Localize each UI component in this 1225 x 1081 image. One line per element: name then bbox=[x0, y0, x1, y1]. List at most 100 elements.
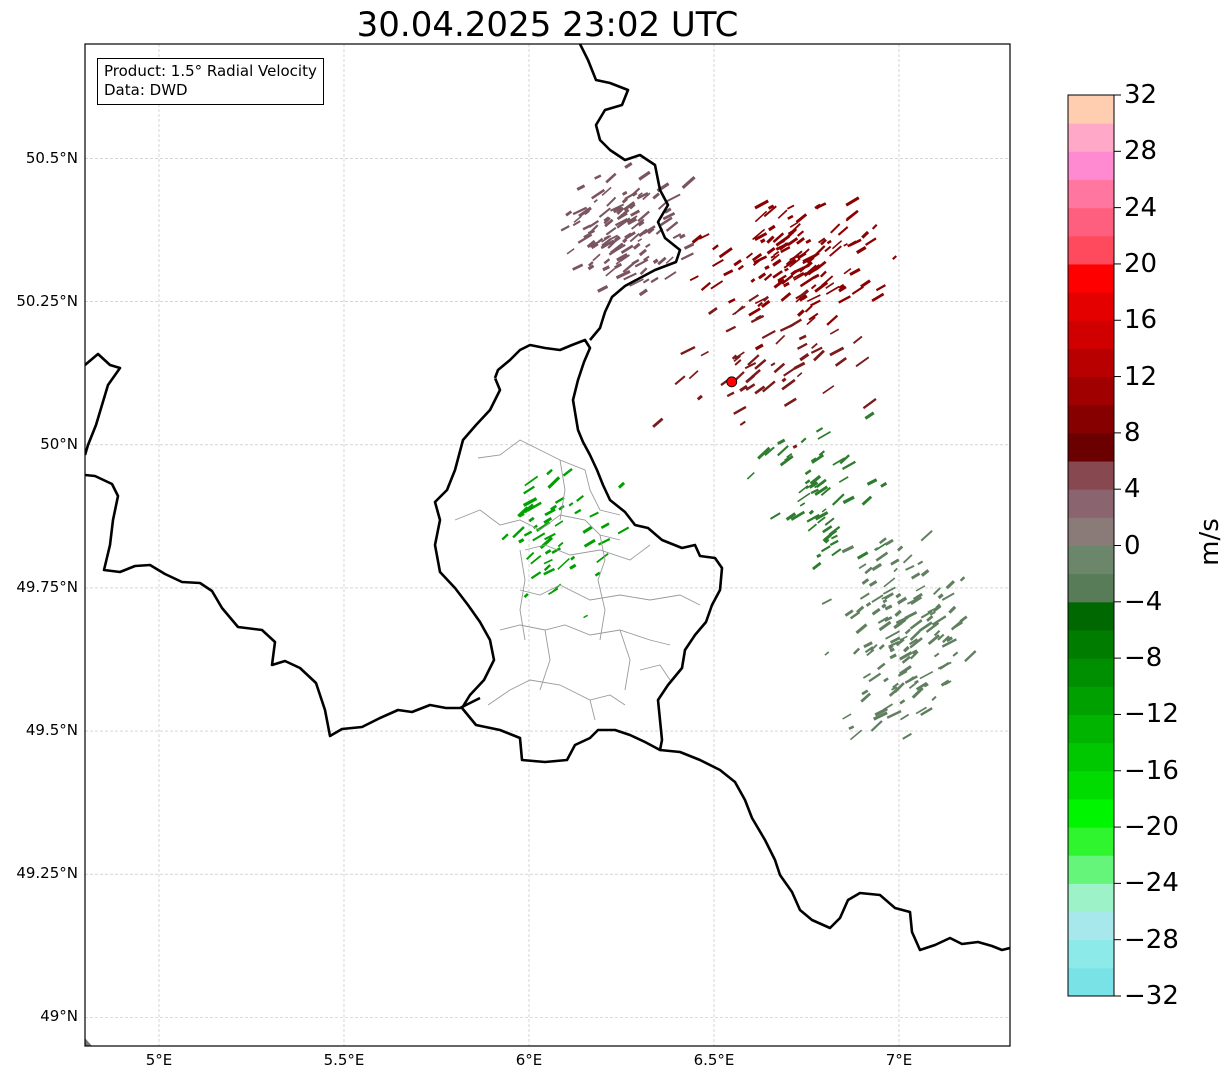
velocity-echo bbox=[632, 242, 641, 250]
colorbar-segment bbox=[1068, 939, 1114, 969]
velocity-echo bbox=[939, 661, 950, 670]
velocity-echo bbox=[915, 706, 928, 715]
velocity-echo bbox=[777, 274, 787, 282]
velocity-echo bbox=[573, 215, 583, 223]
velocity-echo bbox=[910, 596, 923, 606]
fr-de-border bbox=[659, 748, 1010, 952]
be-nl-border bbox=[85, 352, 122, 456]
velocity-echo bbox=[803, 248, 810, 255]
velocity-echo bbox=[873, 546, 879, 551]
velocity-echo bbox=[586, 239, 596, 249]
velocity-echo bbox=[621, 190, 628, 196]
velocity-echo bbox=[950, 619, 964, 631]
velocity-echo bbox=[888, 644, 894, 650]
velocity-echo bbox=[745, 383, 756, 391]
velocity-echo bbox=[752, 256, 764, 266]
velocity-echo bbox=[920, 530, 933, 542]
velocity-echo bbox=[620, 254, 630, 262]
colorbar-tick-label: −32 bbox=[1124, 981, 1179, 1011]
velocity-echo bbox=[764, 265, 770, 271]
velocity-echo bbox=[752, 254, 761, 261]
velocity-echo bbox=[920, 707, 933, 716]
velocity-echo bbox=[783, 366, 797, 377]
velocity-echo bbox=[819, 270, 827, 278]
velocity-echo bbox=[810, 457, 817, 462]
velocity-echo bbox=[860, 279, 871, 289]
velocity-echo bbox=[739, 420, 746, 426]
velocity-echo bbox=[748, 294, 760, 303]
velocity-echo bbox=[824, 651, 830, 656]
velocity-echo bbox=[530, 571, 542, 580]
velocity-echo bbox=[841, 460, 856, 470]
velocity-echo bbox=[820, 545, 831, 553]
velocity-echo bbox=[871, 594, 884, 603]
velocity-echo bbox=[543, 567, 556, 576]
velocity-echo bbox=[852, 647, 861, 655]
velocity-echo bbox=[613, 235, 621, 242]
velocity-echo bbox=[880, 481, 888, 488]
velocity-echo bbox=[532, 532, 546, 542]
velocity-echo bbox=[764, 446, 775, 457]
velocity-echo bbox=[762, 295, 770, 302]
colorbar-segment bbox=[1068, 151, 1114, 180]
colorbar-tick-label: 16 bbox=[1124, 305, 1158, 336]
velocity-echo bbox=[808, 312, 819, 321]
velocity-echo bbox=[761, 380, 776, 393]
velocity-echo bbox=[896, 545, 904, 552]
velocity-echo bbox=[787, 237, 799, 247]
velocity-echo bbox=[700, 350, 709, 357]
velocity-echo bbox=[544, 532, 556, 541]
velocity-echo bbox=[569, 563, 577, 570]
velocity-echo bbox=[647, 227, 655, 235]
velocity-echo bbox=[824, 245, 832, 253]
velocity-echo bbox=[601, 186, 612, 196]
velocity-echo bbox=[895, 592, 902, 599]
velocity-echo bbox=[733, 371, 745, 382]
velocity-echo bbox=[629, 278, 644, 287]
colorbar-tick-label: −24 bbox=[1124, 868, 1179, 899]
velocity-echo bbox=[623, 272, 637, 281]
colorbar-tick-label: 4 bbox=[1124, 474, 1141, 505]
colorbar-tick-label: 20 bbox=[1124, 248, 1158, 279]
velocity-echo bbox=[871, 562, 883, 572]
velocity-echo bbox=[842, 713, 852, 720]
velocity-echo bbox=[845, 196, 860, 207]
velocity-echo bbox=[616, 208, 630, 221]
velocity-echo bbox=[754, 210, 768, 223]
velocity-echo bbox=[807, 523, 818, 532]
colorbar-segment bbox=[1068, 207, 1114, 237]
colorbar-segment bbox=[1068, 179, 1114, 209]
velocity-echo bbox=[822, 385, 835, 395]
velocity-echo bbox=[733, 405, 747, 415]
colorbar-segment bbox=[1068, 629, 1114, 659]
info-data-source: Data: DWD bbox=[104, 81, 188, 99]
velocity-echo bbox=[790, 250, 803, 262]
velocity-echo bbox=[849, 267, 861, 276]
velocity-echo bbox=[783, 281, 790, 288]
colorbar-tick-label: 0 bbox=[1124, 530, 1141, 561]
velocity-echo bbox=[946, 636, 953, 643]
velocity-echo bbox=[602, 265, 610, 272]
colorbar-tick-label: −12 bbox=[1124, 699, 1179, 730]
velocity-echo bbox=[871, 223, 878, 230]
velocity-echo bbox=[637, 192, 643, 197]
velocity-echo bbox=[557, 558, 570, 570]
velocity-echo bbox=[892, 682, 899, 689]
velocity-echo bbox=[528, 516, 535, 523]
colorbar-tick-label: 8 bbox=[1124, 417, 1141, 448]
velocity-echo bbox=[583, 233, 590, 239]
colorbar-segment bbox=[1068, 432, 1114, 462]
velocity-echo bbox=[799, 353, 810, 362]
velocity-echo bbox=[562, 467, 573, 477]
velocity-echo bbox=[829, 539, 839, 547]
colorbar-segment bbox=[1068, 742, 1114, 772]
lon-tick-label: 7°E bbox=[885, 1051, 913, 1069]
velocity-echo bbox=[870, 720, 883, 732]
velocity-echo bbox=[726, 391, 735, 398]
velocity-echo bbox=[894, 609, 902, 617]
velocity-echo bbox=[733, 259, 742, 267]
velocity-echo bbox=[952, 651, 959, 657]
velocity-echo bbox=[908, 681, 918, 690]
velocity-echo bbox=[920, 610, 933, 619]
velocity-echo bbox=[838, 285, 847, 293]
